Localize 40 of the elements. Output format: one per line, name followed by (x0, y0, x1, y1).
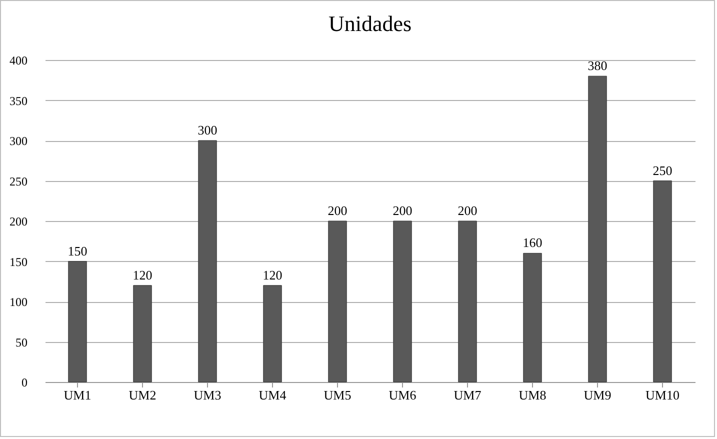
bar (588, 76, 607, 382)
x-tick-label: UM2 (128, 388, 156, 402)
bar (328, 220, 347, 382)
y-tick-label: 250 (10, 174, 28, 188)
data-label: 250 (652, 162, 672, 178)
bar (653, 180, 672, 382)
data-label: 160 (522, 235, 542, 250)
bar (263, 285, 282, 382)
y-tick-label: 350 (10, 94, 28, 108)
y-tick-label: 150 (10, 254, 28, 269)
bar (198, 140, 217, 382)
y-tick-label: 400 (10, 54, 28, 68)
x-tick-label: UM9 (584, 388, 612, 402)
bar (133, 285, 152, 382)
y-tick-label: 300 (10, 134, 28, 148)
bar (68, 261, 87, 382)
x-tick-label: UM5 (324, 388, 352, 402)
x-tick-label: UM3 (194, 388, 222, 402)
data-label: 380 (588, 58, 608, 74)
data-label: 200 (458, 203, 478, 218)
bar (523, 252, 542, 382)
x-tick-label: UM6 (388, 388, 417, 402)
y-tick-label: 200 (10, 214, 28, 228)
data-label: 200 (392, 203, 412, 218)
data-label: 300 (198, 122, 218, 138)
x-tick-label: UM8 (518, 388, 546, 402)
chart-title: Unidades (328, 11, 412, 36)
data-label: 150 (68, 243, 88, 258)
data-label: 200 (328, 203, 348, 218)
x-tick-label: UM4 (258, 388, 287, 402)
y-tick-label: 50 (16, 335, 28, 350)
data-label: 120 (262, 267, 282, 282)
x-tick-label: UM1 (64, 388, 92, 402)
y-tick-label: 0 (22, 376, 28, 390)
x-tick-label: UM10 (646, 388, 680, 402)
y-tick-label: 100 (10, 295, 28, 309)
bar (458, 220, 477, 382)
data-label: 120 (132, 267, 152, 282)
bar (393, 220, 412, 382)
x-tick-label: UM7 (454, 388, 482, 402)
